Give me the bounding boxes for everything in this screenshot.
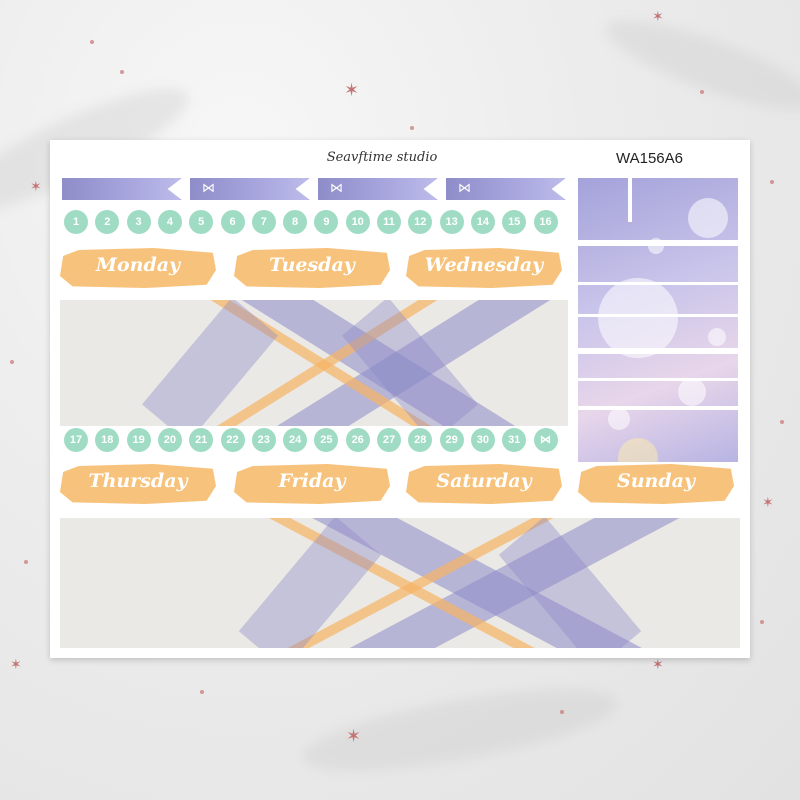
date-circle: 10 [345, 210, 370, 234]
glitter [10, 360, 14, 364]
date-circle: 5 [189, 210, 214, 234]
date-circle: 29 [439, 428, 464, 452]
day-label: Friday [278, 470, 346, 492]
date-circle: 14 [470, 210, 495, 234]
date-circle: 15 [502, 210, 527, 234]
bow-icon: ⋈ [458, 181, 471, 196]
cut-line [578, 282, 738, 285]
date-circle: 20 [157, 428, 182, 452]
date-circle: 11 [377, 210, 401, 234]
date-circle: 31 [502, 428, 527, 452]
cut-line [578, 314, 738, 317]
day-label: Tuesday [269, 254, 355, 276]
date-circle: 3 [126, 210, 151, 234]
date-circle: 8 [283, 210, 308, 234]
flag-sticker: ⋈ [190, 178, 310, 200]
product-code: WA156A6 [616, 150, 683, 167]
glitter [700, 90, 704, 94]
day-label: Monday [95, 254, 181, 276]
date-circle: 12 [408, 210, 433, 234]
cut-line [578, 378, 738, 381]
plaid-washi-top [60, 300, 568, 426]
glitter [200, 690, 204, 694]
day-header: Saturday [406, 464, 562, 504]
glitter [90, 40, 94, 44]
date-circle: 17 [64, 428, 88, 452]
day-header: Thursday [60, 464, 216, 504]
date-circle: 16 [533, 210, 558, 234]
star-icon: ✶ [652, 657, 664, 673]
cut-line [578, 240, 738, 246]
date-circle: 26 [345, 428, 370, 452]
date-circle: 18 [95, 428, 120, 452]
day-label: Sunday [617, 470, 695, 492]
bow-icon: ⋈ [330, 181, 343, 196]
date-circle: 25 [314, 428, 339, 452]
date-circle: 27 [377, 428, 401, 452]
star-icon: ✶ [10, 657, 22, 673]
date-circle: 21 [189, 428, 214, 452]
day-label: Saturday [436, 470, 532, 492]
date-circle: 1 [64, 210, 88, 234]
plaid-washi-bottom [60, 518, 740, 648]
glitter [410, 126, 414, 130]
date-circle: 7 [251, 210, 276, 234]
date-circle: 19 [126, 428, 151, 452]
bow-icon: ⋈ [533, 428, 558, 452]
glitter [760, 620, 764, 624]
brand-logo: Seavftime studio [326, 150, 438, 165]
marble-vein [598, 3, 800, 127]
star-icon: ✶ [346, 726, 362, 747]
star-icon: ✶ [652, 9, 664, 25]
day-header: Monday [60, 248, 216, 288]
bokeh-strip [578, 178, 738, 462]
date-circle: 9 [314, 210, 339, 234]
flag-sticker: ⋈ [318, 178, 438, 200]
date-circle: 2 [95, 210, 120, 234]
day-label: Wednesday [424, 254, 544, 276]
star-icon: ✶ [30, 179, 42, 195]
bow-icon: ⋈ [202, 181, 215, 196]
glitter [120, 70, 124, 74]
day-label: Thursday [88, 470, 188, 492]
flag-sticker: ⋈ [446, 178, 566, 200]
cut-line [578, 406, 738, 410]
glitter [560, 710, 564, 714]
date-circle: 22 [220, 428, 245, 452]
glitter [780, 420, 784, 424]
date-circle: 30 [470, 428, 495, 452]
cut-line [578, 348, 738, 354]
glitter [770, 180, 774, 184]
date-circle: 4 [157, 210, 182, 234]
date-circle: 23 [251, 428, 276, 452]
glitter [24, 560, 28, 564]
day-header: Wednesday [406, 248, 562, 288]
date-circle: 28 [408, 428, 433, 452]
day-header: Friday [234, 464, 390, 504]
cut-line [628, 178, 632, 222]
date-circle: 6 [220, 210, 245, 234]
day-header: Sunday [578, 464, 734, 504]
star-icon: ✶ [762, 495, 774, 511]
flag-sticker [62, 178, 182, 200]
day-header: Tuesday [234, 248, 390, 288]
star-icon: ✶ [344, 80, 360, 101]
date-circle: 24 [283, 428, 308, 452]
date-circle: 13 [439, 210, 464, 234]
